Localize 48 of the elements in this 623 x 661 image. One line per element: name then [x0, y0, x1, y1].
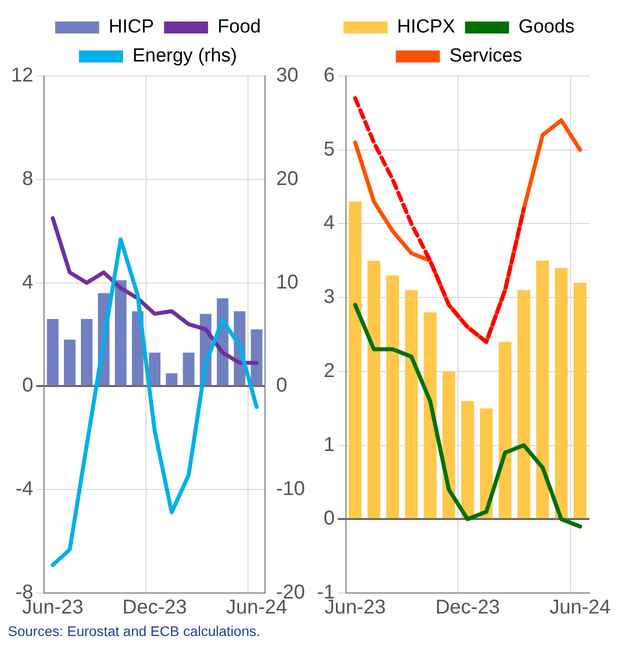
- y-tick-label: 2: [324, 360, 335, 382]
- x-tick-label: Dec-23: [435, 596, 500, 619]
- legend-label: HICPX: [396, 16, 456, 38]
- legend-label: Energy (rhs): [132, 46, 238, 67]
- bar: [405, 290, 418, 518]
- bar: [114, 280, 126, 386]
- y-tick-label: 8: [22, 168, 34, 190]
- bar: [368, 260, 380, 518]
- y-tick-label: 12: [10, 64, 34, 87]
- bar: [182, 352, 194, 386]
- bar: [574, 282, 586, 518]
- y2-tick-label: 10: [276, 271, 298, 294]
- y-tick-label: 1: [324, 434, 335, 456]
- bar: [517, 290, 530, 518]
- y2-tick-label: -10: [276, 478, 305, 500]
- bar: [64, 340, 76, 386]
- bar: [536, 260, 549, 518]
- bar: [461, 400, 474, 518]
- bar: [386, 275, 400, 518]
- bar: [424, 312, 436, 518]
- y2-tick-label: 20: [276, 168, 298, 190]
- bar: [148, 352, 160, 386]
- legend-label: Services: [449, 46, 522, 67]
- y-tick-label: 6: [324, 64, 335, 87]
- y-tick-label: 3: [324, 286, 335, 308]
- x-tick-label: Jun-24: [549, 596, 611, 619]
- bar: [166, 373, 178, 386]
- y2-tick-label: 0: [276, 374, 288, 397]
- bar: [348, 202, 362, 518]
- y-tick-label: 5: [324, 138, 335, 160]
- bar: [80, 318, 92, 386]
- bar: [250, 329, 262, 386]
- bar: [554, 268, 568, 518]
- legend-label: HICP: [108, 16, 154, 38]
- source-note: Sources: Eurostat and ECB calculations.: [8, 623, 262, 639]
- y-tick-label: 0: [324, 508, 335, 530]
- y-tick-label: 4: [22, 271, 34, 294]
- bar: [46, 318, 59, 386]
- x-tick-label: Dec-23: [122, 596, 187, 619]
- y-tick-label: 0: [22, 374, 34, 397]
- y2-tick-label: 30: [276, 64, 298, 87]
- legend-label: Goods: [518, 16, 575, 38]
- bar: [480, 408, 493, 518]
- bar: [498, 342, 512, 518]
- y-tick-label: 4: [324, 212, 335, 234]
- y-tick-label: -4: [15, 478, 34, 500]
- legend-label: Food: [218, 16, 261, 38]
- line-series: [353, 96, 526, 344]
